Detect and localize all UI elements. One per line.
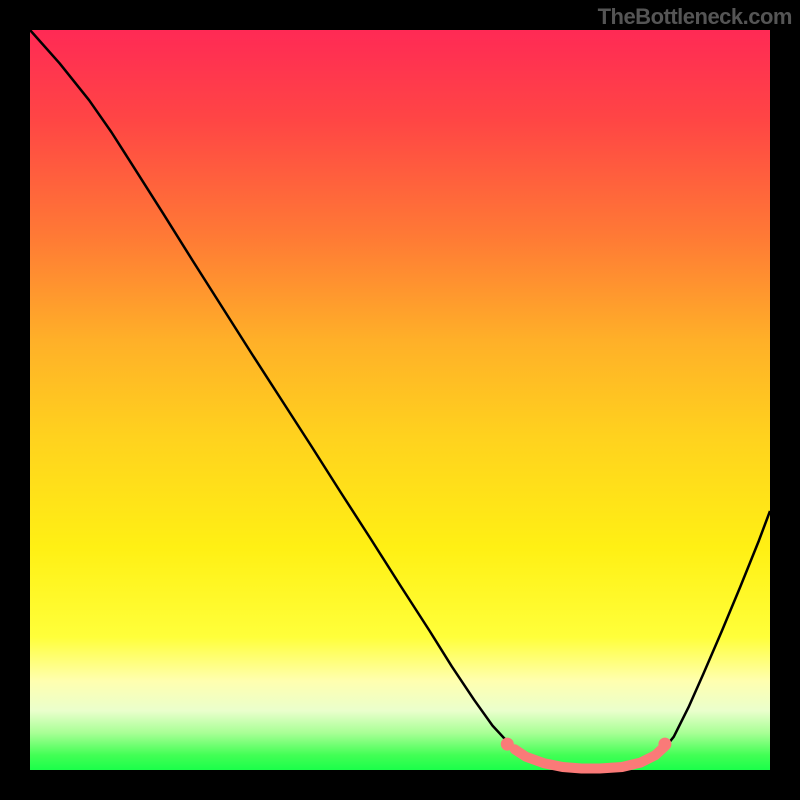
marker-dot	[658, 738, 671, 751]
plot-background	[30, 30, 770, 770]
watermark-text: TheBottleneck.com	[598, 4, 792, 30]
bottleneck-chart	[0, 0, 800, 800]
marker-dot	[501, 738, 514, 751]
chart-container: TheBottleneck.com	[0, 0, 800, 800]
